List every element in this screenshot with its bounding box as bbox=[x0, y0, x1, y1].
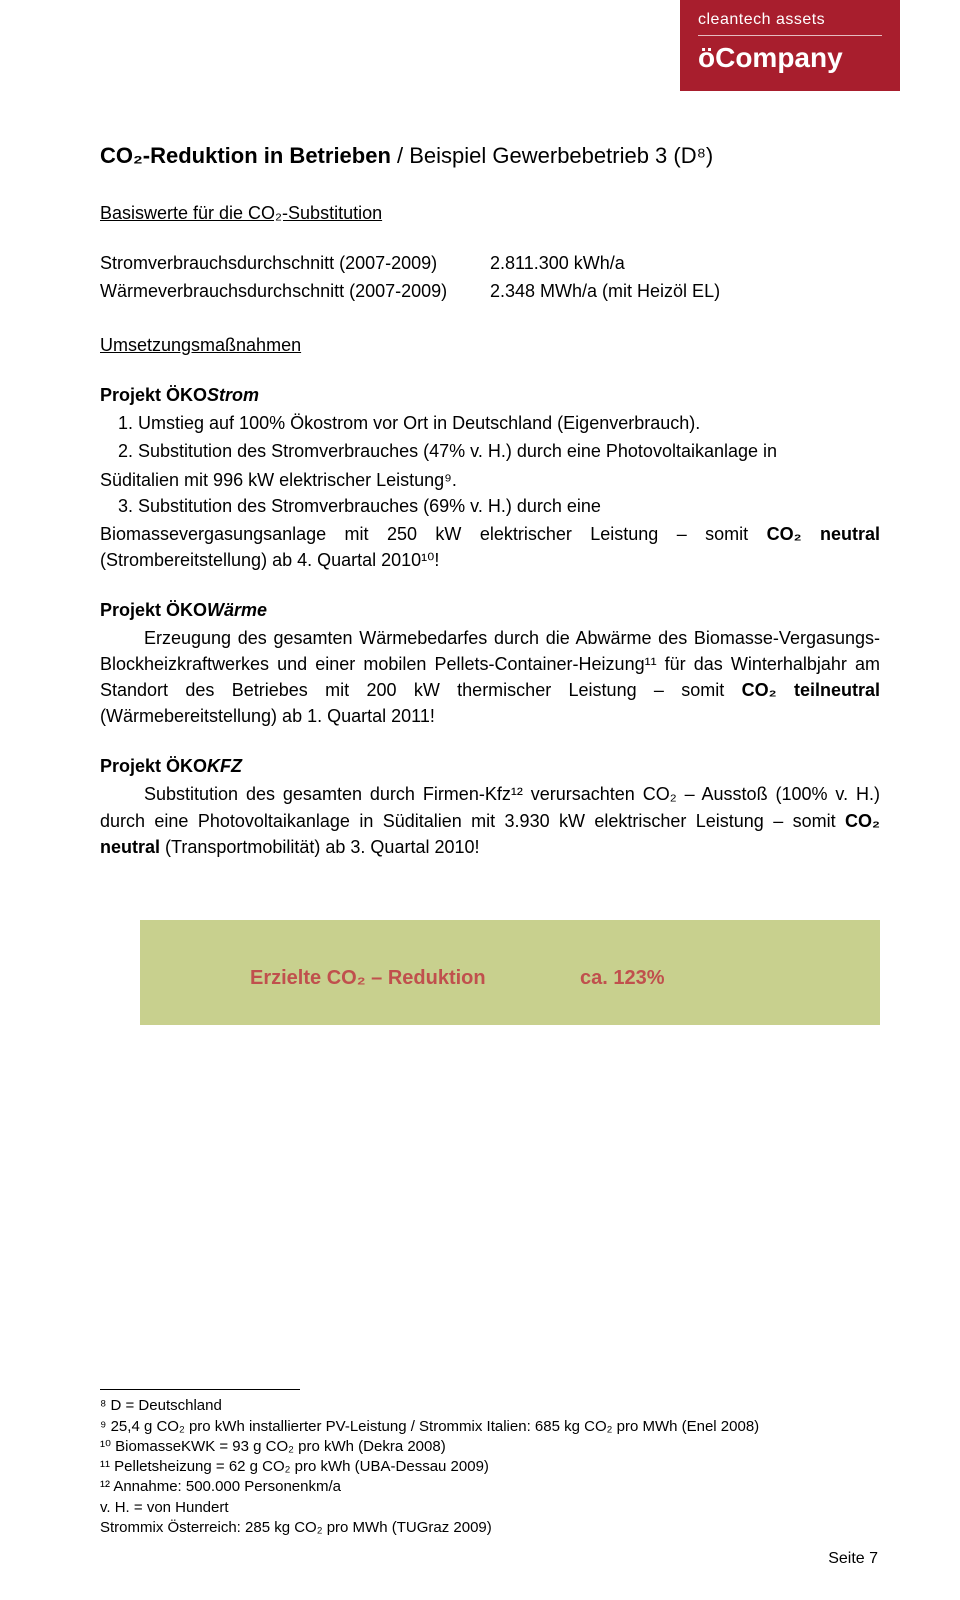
text: Substitution des gesamten durch Firmen-K… bbox=[100, 784, 880, 830]
text-bold: CO₂ neutral bbox=[767, 524, 880, 544]
basis-row: Stromverbrauchsdurchschnitt (2007-2009) … bbox=[100, 250, 880, 276]
project-kfz-heading: Projekt ÖKOKFZ bbox=[100, 753, 880, 779]
footnote-rule bbox=[100, 1389, 300, 1390]
waerme-body: Erzeugung des gesamten Wärmebedarfes dur… bbox=[100, 625, 880, 729]
project-strom-heading: Projekt ÖKOStrom bbox=[100, 382, 880, 408]
list-item: 2. Substitution des Stromverbrauches (47… bbox=[144, 438, 880, 464]
title-main: CO₂-Reduktion in Betrieben bbox=[100, 143, 391, 168]
basis-key: Wärmeverbrauchsdurchschnitt (2007-2009) bbox=[100, 278, 490, 304]
kfz-body: Substitution des gesamten durch Firmen-K… bbox=[100, 781, 880, 859]
strom-list: 3. Substitution des Stromverbrauches (69… bbox=[100, 493, 880, 519]
company-logo: cleantech assets öCompany bbox=[680, 0, 900, 91]
strom-list: 1. Umstieg auf 100% Ökostrom vor Ort in … bbox=[100, 410, 880, 464]
list-item: 3. Substitution des Stromverbrauches (69… bbox=[144, 493, 880, 519]
proj-suffix: KFZ bbox=[207, 756, 242, 776]
basis-heading: Basiswerte für die CO₂-Substitution bbox=[100, 200, 880, 226]
text: Biomassevergasungsanlage mit 250 kW elek… bbox=[100, 524, 767, 544]
footnote: ⁸ D = Deutschland bbox=[100, 1396, 880, 1416]
text-bold: CO₂ teilneutral bbox=[742, 680, 880, 700]
basis-val: 2.811.300 kWh/a bbox=[490, 250, 880, 276]
footnote: ¹⁰ BiomasseKWK = 93 g CO₂ pro kWh (Dekra… bbox=[100, 1437, 880, 1457]
result-row: Erzielte CO₂ – Reduktion ca. 123% bbox=[250, 964, 840, 993]
page-title: CO₂-Reduktion in Betrieben / Beispiel Ge… bbox=[100, 140, 880, 172]
proj-prefix: Projekt ÖKO bbox=[100, 756, 207, 776]
proj-suffix: Strom bbox=[207, 385, 259, 405]
project-kfz: Projekt ÖKOKFZ Substitution des gesamten… bbox=[100, 753, 880, 859]
footnote: ¹¹ Pelletsheizung = 62 g CO₂ pro kWh (UB… bbox=[100, 1457, 880, 1477]
result-box: Erzielte CO₂ – Reduktion ca. 123% bbox=[140, 920, 880, 1025]
footnote: ¹² Annahme: 500.000 Personenkm/a bbox=[100, 1477, 880, 1497]
text: (Wärmebereitstellung) ab 1. Quartal 2011… bbox=[100, 706, 435, 726]
result-label: Erzielte CO₂ – Reduktion bbox=[250, 964, 580, 993]
title-sub: / Beispiel Gewerbebetrieb 3 (D⁸) bbox=[391, 143, 713, 168]
basis-row: Wärmeverbrauchsdurchschnitt (2007-2009) … bbox=[100, 278, 880, 304]
logo-name: öCompany bbox=[698, 35, 882, 79]
umsetzung-heading: Umsetzungsmaßnahmen bbox=[100, 332, 880, 358]
footnote: ⁹ 25,4 g CO₂ pro kWh installierter PV-Le… bbox=[100, 1417, 880, 1437]
footnotes: ⁸ D = Deutschland ⁹ 25,4 g CO₂ pro kWh i… bbox=[100, 1389, 880, 1538]
page-number: Seite 7 bbox=[828, 1547, 878, 1570]
text: (Transportmobilität) ab 3. Quartal 2010! bbox=[160, 837, 479, 857]
strom-cont: Süditalien mit 996 kW elektrischer Leist… bbox=[100, 467, 880, 493]
list-item: 1. Umstieg auf 100% Ökostrom vor Ort in … bbox=[144, 410, 880, 436]
project-waerme: Projekt ÖKOWärme Erzeugung des gesamten … bbox=[100, 597, 880, 729]
proj-prefix: Projekt ÖKO bbox=[100, 385, 207, 405]
document-page: cleantech assets öCompany CO₂-Reduktion … bbox=[0, 0, 960, 1600]
logo-tagline: cleantech assets bbox=[698, 8, 882, 31]
strom-cont: Biomassevergasungsanlage mit 250 kW elek… bbox=[100, 521, 880, 573]
footnote: v. H. = von Hundert bbox=[100, 1498, 880, 1518]
result-value: ca. 123% bbox=[580, 964, 665, 993]
basis-val: 2.348 MWh/a (mit Heizöl EL) bbox=[490, 278, 880, 304]
project-waerme-heading: Projekt ÖKOWärme bbox=[100, 597, 880, 623]
basis-key: Stromverbrauchsdurchschnitt (2007-2009) bbox=[100, 250, 490, 276]
proj-suffix: Wärme bbox=[207, 600, 267, 620]
proj-prefix: Projekt ÖKO bbox=[100, 600, 207, 620]
text: (Strombereitstellung) ab 4. Quartal 2010… bbox=[100, 550, 439, 570]
footnote: Strommix Österreich: 285 kg CO₂ pro MWh … bbox=[100, 1518, 880, 1538]
